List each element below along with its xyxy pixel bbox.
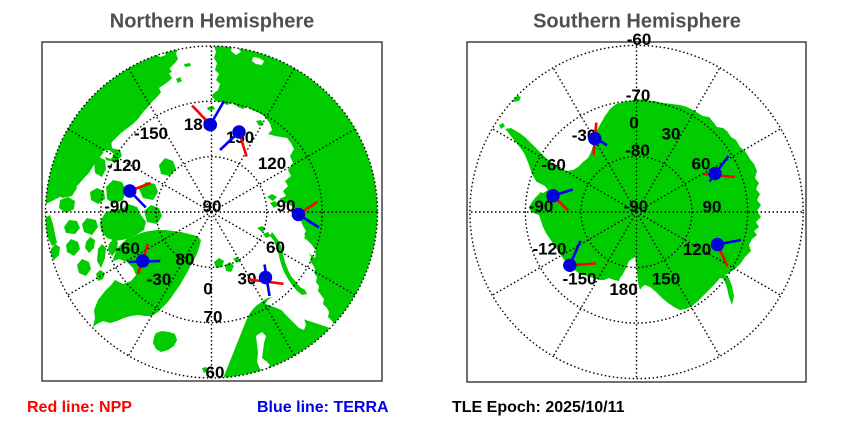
svg-text:120: 120 <box>683 240 711 259</box>
svg-text:Northern Hemisphere: Northern Hemisphere <box>110 11 315 33</box>
svg-text:0: 0 <box>629 114 638 133</box>
svg-text:-90: -90 <box>529 197 554 216</box>
svg-text:-90: -90 <box>624 197 649 216</box>
svg-text:TLE Epoch: 2025/10/11: TLE Epoch: 2025/10/11 <box>452 399 625 416</box>
svg-text:90: 90 <box>203 197 222 216</box>
svg-text:-60: -60 <box>115 239 140 258</box>
svg-text:Southern Hemisphere: Southern Hemisphere <box>533 11 741 33</box>
svg-text:150: 150 <box>652 270 680 289</box>
svg-text:60: 60 <box>692 155 711 174</box>
svg-text:-120: -120 <box>532 240 566 259</box>
svg-text:90: 90 <box>277 197 296 216</box>
svg-text:-30: -30 <box>147 270 172 289</box>
svg-text:120: 120 <box>258 154 286 173</box>
svg-text:-60: -60 <box>627 30 652 49</box>
svg-text:180: 180 <box>609 280 637 299</box>
svg-text:0: 0 <box>203 279 212 298</box>
svg-text:Blue line: TERRA: Blue line: TERRA <box>257 399 389 416</box>
svg-text:60: 60 <box>266 238 285 257</box>
svg-text:-150: -150 <box>562 270 596 289</box>
svg-text:60: 60 <box>206 363 225 382</box>
svg-text:Red line: NPP: Red line: NPP <box>27 399 132 416</box>
svg-text:70: 70 <box>204 308 223 327</box>
svg-text:-120: -120 <box>107 156 141 175</box>
svg-text:-150: -150 <box>134 124 168 143</box>
svg-text:30: 30 <box>238 270 257 289</box>
svg-text:-70: -70 <box>626 86 651 105</box>
svg-text:-90: -90 <box>104 197 129 216</box>
svg-text:30: 30 <box>662 125 681 144</box>
svg-text:-60: -60 <box>541 156 566 175</box>
svg-text:80: 80 <box>176 250 195 269</box>
svg-text:-80: -80 <box>625 141 650 160</box>
svg-text:90: 90 <box>703 197 722 216</box>
